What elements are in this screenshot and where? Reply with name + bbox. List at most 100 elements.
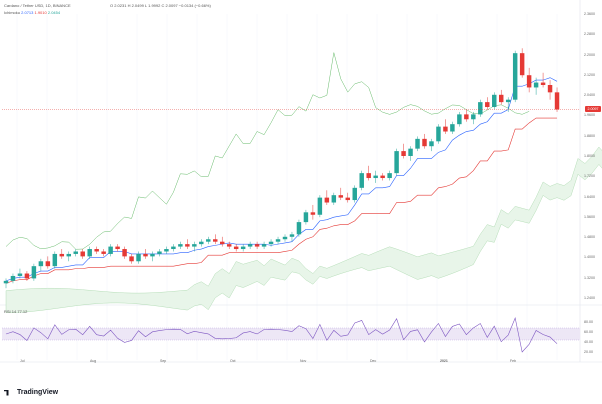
candle-body	[268, 241, 274, 245]
time-axis-label: Dec	[370, 359, 377, 363]
candle-body	[136, 253, 141, 262]
candle-body	[66, 253, 72, 257]
time-axis-label: Oct	[230, 359, 236, 363]
candle-body	[498, 94, 504, 103]
price-axis-label: 1.8800	[584, 133, 595, 138]
candle-body	[80, 251, 85, 257]
price-axis-label: 1.8000	[584, 154, 595, 158]
candle-body	[233, 246, 239, 250]
rsi-axis-label: 60.00	[584, 330, 593, 334]
candle-body	[199, 241, 204, 245]
candle-body	[178, 244, 183, 247]
current-price-badge: 2.0097	[585, 106, 601, 113]
price-axis-label: 1.4000	[584, 255, 595, 260]
price-axis-label: 1.3200	[584, 275, 595, 280]
candle-body	[206, 239, 211, 242]
tenkan-line	[5, 77, 558, 282]
candle-body	[450, 124, 455, 132]
price-axis-label: 1.9600	[584, 113, 595, 118]
tradingview-logo[interactable]: TradingView	[4, 389, 58, 396]
candle-body	[352, 187, 357, 201]
rsi-axis-label: 40.00	[584, 340, 593, 344]
candle-body	[240, 246, 246, 250]
ohlc-values: O 2.0231 H 2.0499 L 1.9992 C 2.0097 −0.0…	[110, 3, 211, 8]
brand-name: TradingView	[17, 389, 59, 396]
candle-body	[478, 102, 483, 115]
time-axis-label: Aug	[90, 359, 97, 363]
indicator-value-3: 2.0454	[47, 10, 61, 15]
candle-body	[59, 253, 65, 257]
candle-body	[101, 251, 106, 254]
candle-body	[380, 175, 385, 179]
candle-body	[401, 151, 406, 156]
price-axis-label: 2.2000	[584, 52, 595, 57]
indicator-name: Ichimoku	[4, 10, 21, 15]
candle-body	[485, 102, 490, 108]
candle-body	[143, 253, 148, 257]
rsi-legend[interactable]: RSI 14 77.12	[4, 309, 28, 314]
candle-body	[254, 244, 260, 247]
candle-body	[219, 241, 225, 245]
time-axis-label: Sep	[160, 359, 167, 363]
candle-body	[345, 197, 351, 201]
chikou-span-line	[5, 52, 530, 250]
candle-body	[533, 82, 539, 88]
candle-body	[296, 222, 302, 235]
candle-body	[115, 246, 120, 250]
time-axis-label: 2021	[440, 359, 448, 363]
candle-body	[422, 138, 427, 147]
price-axis-label: 2.3600	[584, 12, 595, 16]
candle-body	[3, 280, 9, 284]
candle-body	[129, 256, 134, 262]
candle-body	[45, 261, 51, 267]
price-axis-label: 1.4800	[584, 235, 595, 240]
ichimoku-cloud	[5, 146, 602, 313]
candle-body	[338, 195, 344, 198]
candle-body	[52, 253, 58, 267]
candle-body	[394, 151, 399, 174]
candle-body	[261, 244, 267, 247]
time-axis-label: Nov	[300, 359, 307, 363]
candle-body	[429, 141, 434, 147]
candle-body	[38, 261, 44, 267]
time-axis-label: Jul	[20, 359, 25, 363]
candle-body	[373, 175, 378, 179]
candle-body	[457, 114, 462, 125]
candle-body	[540, 82, 546, 85]
price-axis-label: 2.2800	[584, 32, 595, 37]
candle-body	[192, 244, 197, 247]
price-axis-label: 2.1200	[584, 72, 595, 77]
candle-body	[247, 244, 253, 247]
chart-header: Cardano / Tether USD, 1D, BINANCE	[4, 3, 71, 8]
candle-body	[387, 173, 392, 179]
candle-body	[24, 273, 30, 279]
ichimoku-legend[interactable]: Ichimoku 2.0713 1.9010 2.0454	[4, 10, 60, 15]
candle-body	[164, 249, 169, 252]
candle-body	[185, 244, 190, 247]
rsi-line	[5, 316, 558, 353]
candle-body	[10, 275, 16, 281]
candle-body	[331, 195, 337, 203]
price-axis-label: 2.0400	[584, 93, 595, 98]
candle-body	[31, 266, 37, 279]
candle-body	[324, 197, 330, 203]
candle-body	[157, 251, 162, 254]
candle-body	[471, 114, 476, 120]
candle-body	[94, 249, 99, 252]
candle-body	[226, 244, 232, 247]
candle-body	[492, 94, 497, 108]
candle-body	[317, 197, 323, 215]
candle-body	[547, 85, 553, 93]
candle-body	[108, 246, 113, 254]
price-axis-label: 1.2400	[584, 296, 595, 300]
candle-body	[73, 251, 78, 254]
candle-body	[443, 126, 448, 132]
candle-body	[17, 273, 23, 276]
candle-body	[310, 212, 316, 215]
price-axis-label: 1.6400	[584, 194, 595, 199]
candle-body	[408, 148, 413, 156]
rsi-axis-label: 20.00	[584, 350, 593, 354]
candle-body	[366, 173, 371, 179]
indicator-value-2: 1.9010	[34, 10, 47, 15]
